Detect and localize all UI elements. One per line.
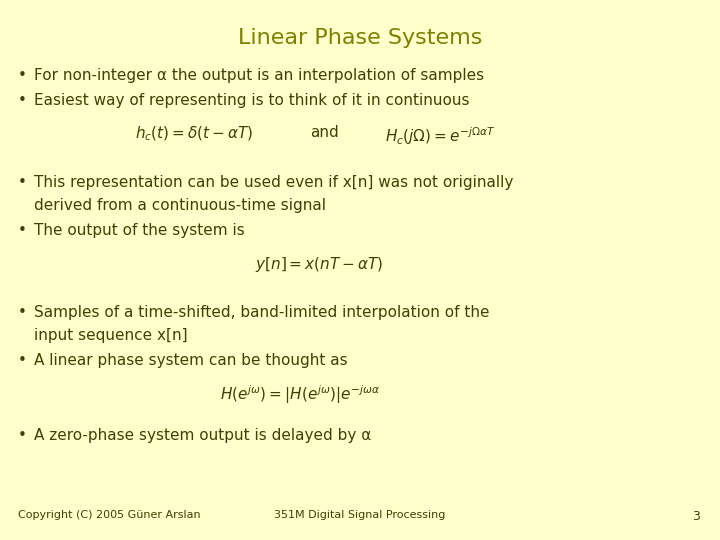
Text: Easiest way of representing is to think of it in continuous: Easiest way of representing is to think … [34,93,469,108]
Text: For non-integer α the output is an interpolation of samples: For non-integer α the output is an inter… [34,68,484,83]
Text: •: • [18,428,27,443]
Text: $H(e^{j\omega})= |H(e^{j\omega})| e^{-j\omega\alpha}$: $H(e^{j\omega})= |H(e^{j\omega})| e^{-j\… [220,383,380,406]
Text: •: • [18,353,27,368]
Text: $h_c(t)= \delta(t - \alpha T)$: $h_c(t)= \delta(t - \alpha T)$ [135,125,253,144]
Text: •: • [18,93,27,108]
Text: A zero-phase system output is delayed by α: A zero-phase system output is delayed by… [34,428,372,443]
Text: •: • [18,68,27,83]
Text: derived from a continuous-time signal: derived from a continuous-time signal [34,198,326,213]
Text: A linear phase system can be thought as: A linear phase system can be thought as [34,353,348,368]
Text: •: • [18,223,27,238]
Text: $y[n] = x(nT - \alpha T)$: $y[n] = x(nT - \alpha T)$ [255,255,383,274]
Text: 3: 3 [692,510,700,523]
Text: $H_c(j\Omega)= e^{-j\Omega\alpha T}$: $H_c(j\Omega)= e^{-j\Omega\alpha T}$ [385,125,495,147]
Text: •: • [18,305,27,320]
Text: and: and [310,125,338,140]
Text: Linear Phase Systems: Linear Phase Systems [238,28,482,48]
Text: Samples of a time-shifted, band-limited interpolation of the: Samples of a time-shifted, band-limited … [34,305,490,320]
Text: 351M Digital Signal Processing: 351M Digital Signal Processing [274,510,446,520]
Text: The output of the system is: The output of the system is [34,223,245,238]
Text: •: • [18,175,27,190]
Text: Copyright (C) 2005 Güner Arslan: Copyright (C) 2005 Güner Arslan [18,510,201,520]
Text: This representation can be used even if x[n] was not originally: This representation can be used even if … [34,175,513,190]
Text: input sequence x[n]: input sequence x[n] [34,328,188,343]
